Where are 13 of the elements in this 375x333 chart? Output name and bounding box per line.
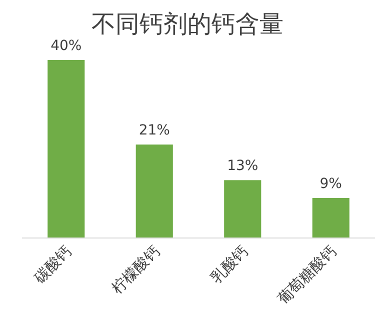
data-label: 40% — [50, 38, 82, 54]
chart-title: 不同钙剂的钙含量 — [92, 10, 284, 38]
bar — [224, 180, 262, 238]
x-tick-label: 柠檬酸钙 — [108, 242, 164, 298]
bar — [48, 60, 85, 238]
bar — [312, 198, 350, 238]
bar — [136, 144, 173, 238]
x-tick-label: 碳酸钙 — [30, 242, 75, 288]
x-tick-label: 葡萄糖酸钙 — [274, 242, 340, 308]
data-label: 9% — [320, 176, 342, 192]
data-label: 13% — [227, 158, 258, 174]
data-label: 21% — [138, 122, 170, 139]
x-tick-label: 乳酸钙 — [206, 242, 252, 287]
